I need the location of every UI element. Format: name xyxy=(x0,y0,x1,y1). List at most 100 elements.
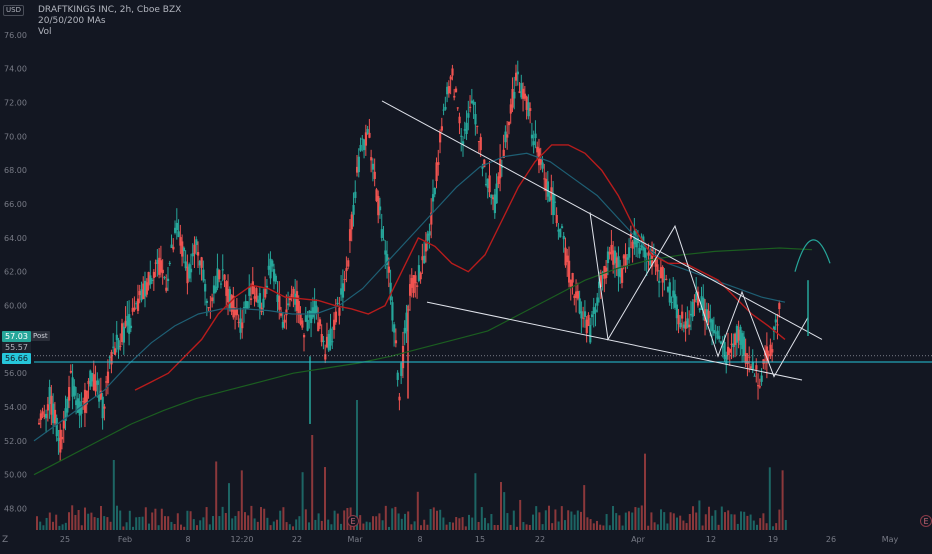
y-tick-label: 64.00 xyxy=(4,234,27,243)
volume-bar xyxy=(612,506,614,530)
volume-bar xyxy=(400,518,403,530)
volume-bar xyxy=(762,513,765,530)
candle-body xyxy=(232,295,235,318)
candle-body xyxy=(596,297,599,306)
volume-bar xyxy=(237,511,240,530)
candle-body xyxy=(774,319,777,323)
candle-body xyxy=(520,83,523,98)
volume-bar xyxy=(752,520,755,530)
volume-bar xyxy=(368,522,371,530)
projection-curve[interactable] xyxy=(794,239,831,272)
candle-body xyxy=(628,247,631,258)
currency-badge[interactable]: USD xyxy=(3,5,24,16)
candle-body xyxy=(64,408,67,421)
candle-body xyxy=(723,342,726,360)
candle-body xyxy=(449,76,452,80)
volume-bar xyxy=(144,507,147,530)
candle-body xyxy=(168,262,171,264)
y-tick-label: 54.00 xyxy=(4,403,27,412)
candle-body xyxy=(98,393,101,402)
volume-bar xyxy=(109,521,112,530)
volume-bar xyxy=(154,508,157,530)
volume-bar xyxy=(634,507,637,530)
candle-body xyxy=(320,333,323,343)
candle-body xyxy=(755,365,758,370)
symbol-title[interactable]: DRAFTKINGS INC, 2h, Cboe BZX xyxy=(38,5,182,15)
volume-bar xyxy=(746,515,749,530)
volume-bar xyxy=(445,524,448,530)
volume-bar xyxy=(685,523,688,530)
candle-body xyxy=(267,265,270,270)
candle-body xyxy=(765,346,769,364)
candle-body xyxy=(515,72,518,81)
candle-body xyxy=(716,330,719,339)
candle-body xyxy=(405,312,408,332)
candle-body xyxy=(608,251,611,255)
volume-bar xyxy=(695,512,698,530)
candle-body xyxy=(495,183,498,204)
candle-body xyxy=(343,279,346,281)
candle-body xyxy=(274,275,277,282)
volume-bar xyxy=(560,506,563,530)
support-price-tag: 56.66 xyxy=(2,353,31,364)
candle-body xyxy=(135,303,138,305)
candle-body xyxy=(725,355,728,365)
upper-trendline[interactable] xyxy=(381,100,823,340)
candle-body xyxy=(170,244,173,248)
candle-body xyxy=(375,189,378,201)
candle-body xyxy=(363,139,366,151)
candle-body xyxy=(121,323,124,343)
lower-trendline[interactable] xyxy=(426,301,803,381)
candle-body xyxy=(131,307,134,312)
candle-body xyxy=(416,285,419,287)
volume-bar xyxy=(196,525,198,530)
support-price-value: 56.66 xyxy=(5,354,28,363)
candle-body xyxy=(338,307,341,316)
volume-indicator-label[interactable]: Vol xyxy=(38,27,52,37)
ma-indicator-label[interactable]: 20/50/200 MAs xyxy=(38,16,106,26)
candle-body xyxy=(242,307,246,309)
volume-bar xyxy=(647,525,650,530)
volume-bar xyxy=(461,517,464,530)
volume-bar xyxy=(784,520,787,530)
candle-body xyxy=(456,107,459,109)
candle-body xyxy=(99,390,103,400)
volume-bar xyxy=(314,519,317,530)
candle-body xyxy=(525,96,528,110)
candle-body xyxy=(57,437,60,442)
candle-body xyxy=(681,311,684,319)
earnings-event-right-icon[interactable]: E xyxy=(920,515,932,527)
candle-body xyxy=(772,326,776,332)
candle-body xyxy=(292,288,295,294)
candle-body xyxy=(347,260,350,267)
volume-bar xyxy=(624,512,627,530)
volume-bar xyxy=(330,524,333,530)
volume-bar xyxy=(80,525,83,530)
candle-body xyxy=(619,267,622,278)
x-tick-label: 8 xyxy=(185,535,190,544)
candle-body xyxy=(670,301,673,303)
volume-bar xyxy=(506,513,509,530)
volume-bar xyxy=(320,520,323,530)
volume-bar xyxy=(394,506,397,530)
volume-bar xyxy=(141,516,144,530)
candle-body xyxy=(214,286,217,293)
earnings-event-icon[interactable]: E xyxy=(347,515,359,527)
volume-bar xyxy=(52,521,54,530)
volume-bar xyxy=(333,510,336,530)
volume-bar xyxy=(676,517,678,530)
candle-body xyxy=(200,257,203,268)
volume-bar xyxy=(580,511,582,530)
timezone-label[interactable]: Z xyxy=(2,535,9,545)
candle-body xyxy=(440,126,443,131)
candle-body xyxy=(652,252,655,254)
candle-body xyxy=(483,159,486,168)
candle-body xyxy=(211,297,214,302)
volume-bar xyxy=(388,526,390,530)
zigzag-pattern[interactable] xyxy=(589,212,809,378)
candle-body xyxy=(166,278,170,281)
candle-body xyxy=(304,315,307,322)
candle-body xyxy=(48,387,51,404)
